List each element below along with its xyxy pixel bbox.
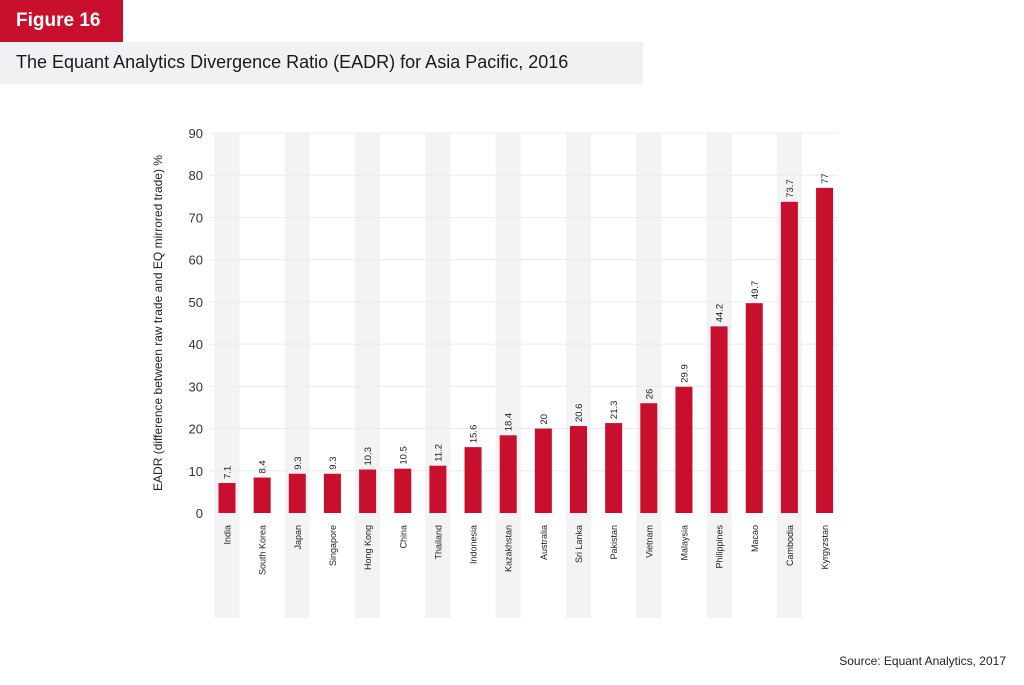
category-label: Philippines bbox=[715, 525, 725, 569]
bar bbox=[640, 403, 658, 513]
bar bbox=[780, 201, 798, 514]
category-label: Pakistan bbox=[609, 525, 619, 560]
bar bbox=[710, 326, 728, 513]
bar bbox=[570, 426, 587, 513]
y-tick-label: 60 bbox=[189, 253, 203, 268]
category-band bbox=[636, 133, 662, 618]
bar bbox=[499, 435, 517, 513]
category-label: Cambodia bbox=[785, 525, 795, 566]
bar bbox=[816, 187, 834, 513]
category-label: Indonesia bbox=[469, 525, 479, 564]
gridlines bbox=[210, 132, 838, 472]
y-tick-label: 40 bbox=[189, 337, 203, 352]
category-labels: India South Korea Japan Singapore Hong Kong C… bbox=[223, 525, 831, 576]
category-band bbox=[284, 133, 310, 618]
category-label: Hong Kong bbox=[363, 525, 373, 570]
category-band bbox=[355, 133, 381, 618]
bar bbox=[464, 447, 482, 513]
category-label: Vietnam bbox=[644, 525, 654, 558]
bar bbox=[675, 386, 693, 513]
category-label: India bbox=[223, 525, 233, 545]
bar bbox=[745, 303, 763, 513]
value-label: 77 bbox=[820, 173, 831, 184]
value-label: 9.3 bbox=[328, 457, 339, 470]
y-tick-label: 10 bbox=[189, 464, 203, 479]
category-label: Singapore bbox=[328, 525, 338, 566]
value-label: 49.7 bbox=[750, 281, 761, 300]
bar bbox=[534, 428, 552, 513]
bar bbox=[218, 483, 236, 513]
category-band bbox=[565, 133, 592, 618]
category-label: Japan bbox=[293, 525, 303, 550]
value-label: 9.3 bbox=[293, 457, 304, 470]
value-label: 10.5 bbox=[398, 446, 409, 465]
value-label: 15.6 bbox=[469, 425, 480, 444]
y-axis-label: EADR (difference between raw trade and E… bbox=[151, 155, 165, 491]
chart-title: The Equant Analytics Divergence Ratio (E… bbox=[0, 42, 643, 84]
value-labels: 7.1 8.4 9.3 9.3 10.3 10.5 11.2 15.6 18.4 20 20.6 21… bbox=[223, 173, 832, 479]
category-band bbox=[425, 133, 451, 618]
category-label: Thailand bbox=[433, 525, 443, 560]
bar bbox=[288, 473, 306, 513]
source-note: Source: Equant Analytics, 2017 bbox=[839, 654, 1006, 668]
value-label: 20.6 bbox=[574, 404, 585, 423]
y-tick-label: 50 bbox=[189, 295, 203, 310]
y-tick-label: 30 bbox=[189, 379, 203, 394]
value-label: 11.2 bbox=[433, 444, 444, 462]
category-label: Australia bbox=[539, 525, 549, 560]
bar bbox=[429, 465, 447, 513]
category-label: Kyrgyzstan bbox=[820, 525, 830, 570]
bars bbox=[218, 187, 834, 514]
value-label: 20 bbox=[539, 414, 550, 425]
y-tick-label: 80 bbox=[189, 168, 203, 183]
bar bbox=[605, 423, 623, 513]
value-label: 10.3 bbox=[363, 447, 374, 466]
category-band bbox=[495, 133, 521, 618]
bar bbox=[359, 469, 377, 513]
figure-label: Figure 16 bbox=[0, 0, 123, 42]
category-label: Malaysia bbox=[679, 525, 689, 561]
category-label: South Korea bbox=[258, 525, 268, 575]
value-label: 73.7 bbox=[785, 179, 796, 198]
category-label: Sri Lanka bbox=[574, 525, 584, 563]
bar bbox=[323, 473, 341, 513]
category-label: Macao bbox=[750, 525, 760, 552]
value-label: 29.9 bbox=[679, 364, 690, 383]
value-label: 21.3 bbox=[609, 401, 620, 420]
category-label: China bbox=[398, 525, 408, 549]
bar bbox=[253, 477, 271, 513]
y-axis-ticks: 0 10 20 30 40 50 60 70 80 90 bbox=[189, 126, 203, 521]
value-label: 26 bbox=[644, 389, 655, 400]
value-label: 44.2 bbox=[715, 304, 726, 323]
value-label: 18.4 bbox=[504, 413, 515, 432]
category-bands bbox=[214, 133, 802, 618]
category-band bbox=[214, 133, 240, 618]
bar bbox=[394, 468, 412, 513]
y-tick-label: 90 bbox=[189, 126, 203, 141]
y-tick-label: 20 bbox=[189, 422, 203, 437]
value-label: 7.1 bbox=[223, 466, 234, 479]
value-label: 8.4 bbox=[258, 460, 269, 473]
category-label: Kazakhstan bbox=[504, 525, 514, 572]
y-tick-label: 70 bbox=[189, 210, 203, 225]
y-tick-label: 0 bbox=[196, 506, 203, 521]
